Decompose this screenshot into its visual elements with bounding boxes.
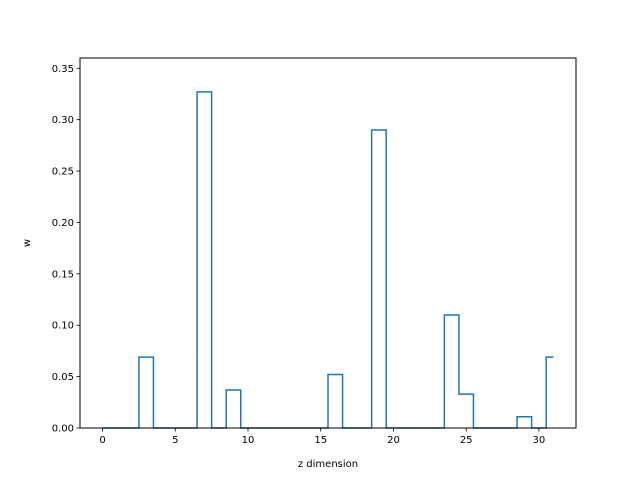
y-tick-label: 0.05 (52, 372, 74, 383)
plot-area (80, 58, 576, 428)
y-tick-label: 0.10 (52, 321, 74, 332)
x-tick-label: 15 (314, 435, 327, 446)
x-tick-label: 10 (242, 435, 255, 446)
x-tick-label: 20 (387, 435, 400, 446)
x-tick-label: 25 (460, 435, 473, 446)
y-tick-label: 0.25 (52, 167, 74, 178)
y-tick-label: 0.00 (52, 424, 74, 435)
y-axis-label: w (22, 239, 33, 247)
plot-frame (79, 57, 577, 429)
x-tick-label: 5 (172, 435, 178, 446)
y-tick-label: 0.30 (52, 115, 74, 126)
x-tick-label: 30 (533, 435, 546, 446)
x-tick-label: 0 (99, 435, 105, 446)
x-axis-label: z dimension (298, 459, 358, 470)
y-tick-label: 0.15 (52, 269, 74, 280)
y-tick-label: 0.35 (52, 64, 74, 75)
y-tick-label: 0.20 (52, 218, 74, 229)
